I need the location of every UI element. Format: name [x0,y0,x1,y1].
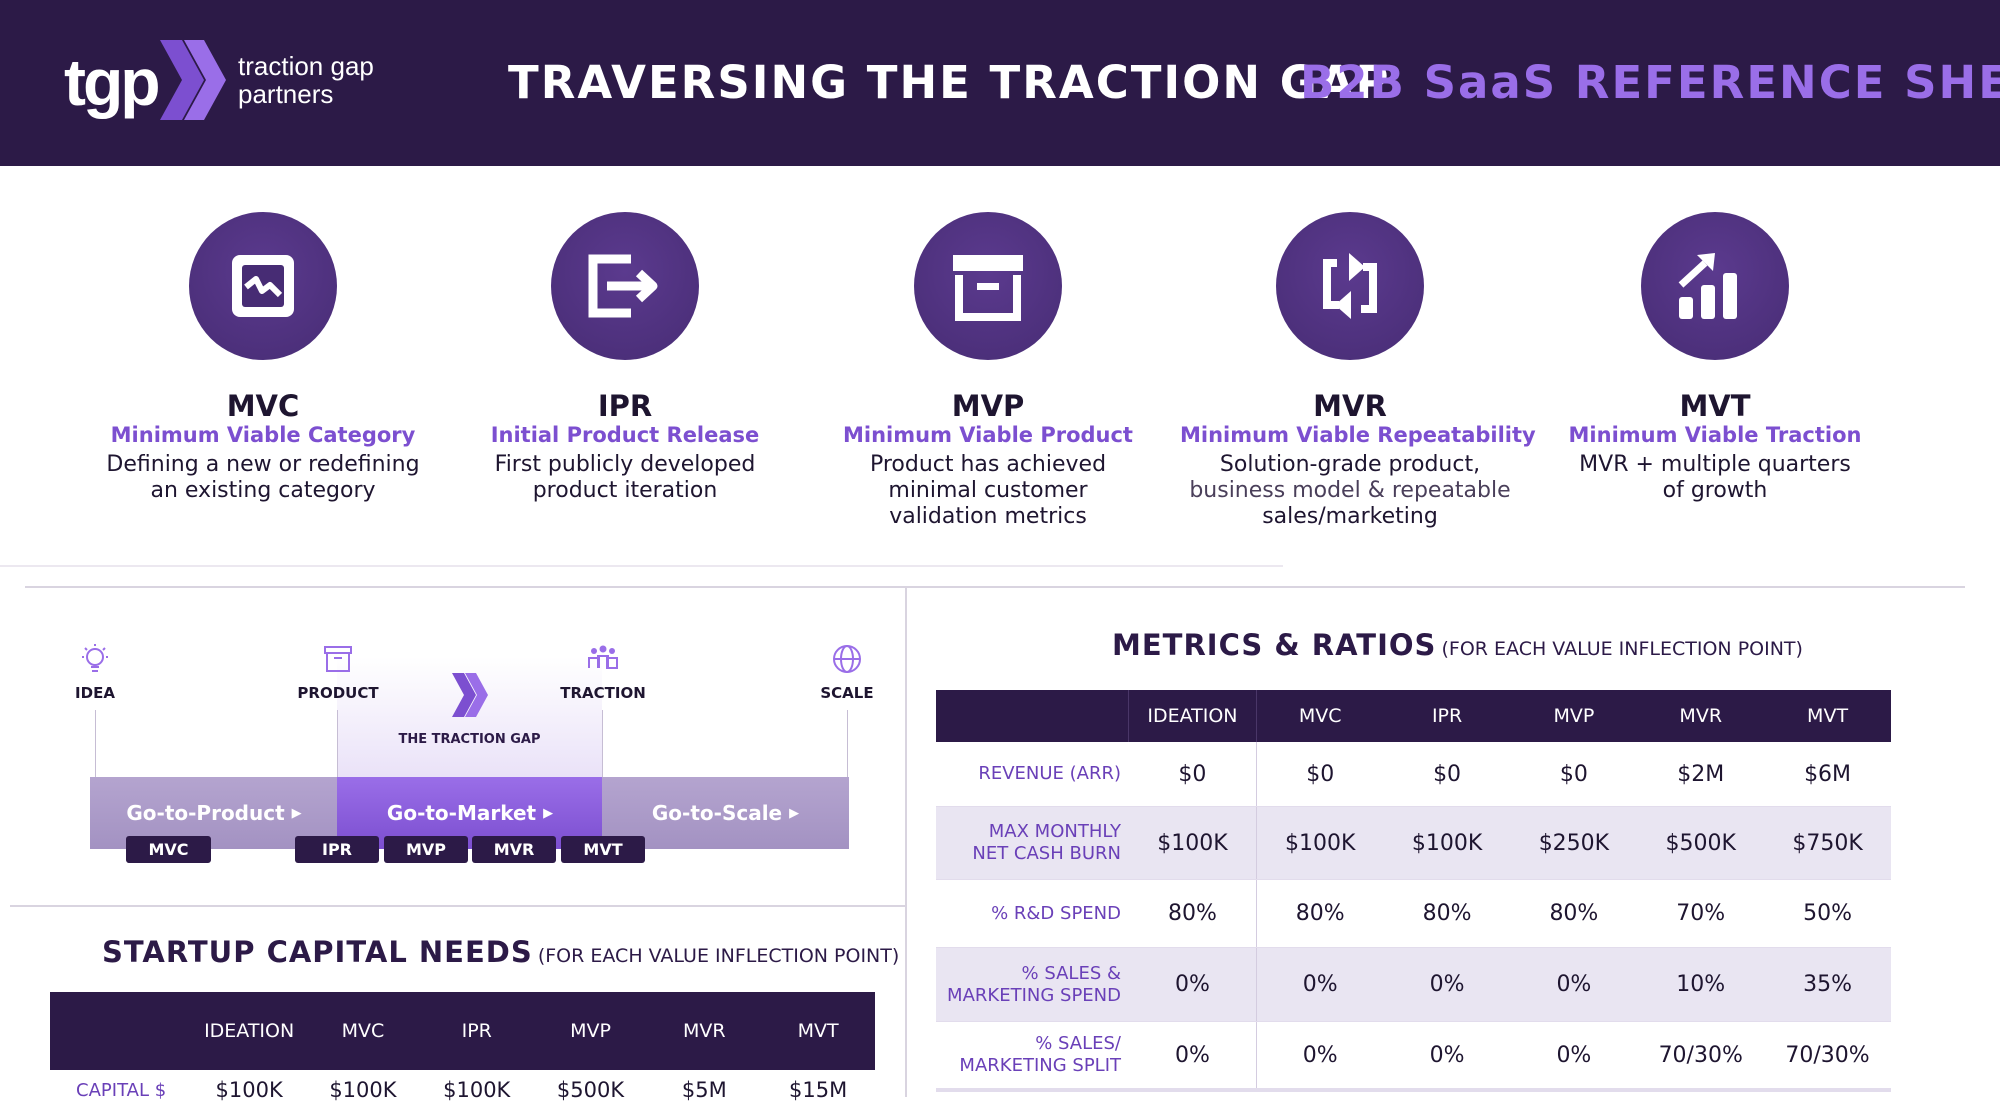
archive-box-icon [324,646,352,672]
milestone-idea: IDEA [40,642,150,702]
metrics-table: IDEATION MVC IPR MVP MVR MVT REVENUE (AR… [936,690,1891,1092]
milestone-product: PRODUCT [283,642,393,702]
stage-ipr: IPR Initial Product Release First public… [455,212,795,504]
stage-mvp: MVP Minimum Viable Product Product has a… [818,212,1158,530]
tgp-chevron-icon [452,673,488,717]
play-arrow-icon: ▶ [291,805,302,821]
divider [905,588,907,1097]
stage-abbr: MVT [1679,389,1751,423]
stage-mvr: MVR Minimum Viable Repeatability Solutio… [1180,212,1536,530]
table-row: % SALES/MARKETING SPLIT 0% 0% 0% 0% 70/3… [936,1022,1891,1092]
people-group-icon [588,645,618,669]
stage-full-name: Initial Product Release [490,423,760,447]
globe-icon [833,645,861,673]
pill-mvc: MVC [126,836,211,863]
table-row: MAX MONTHLY NET CASH BURN $100K $100K $10… [936,807,1891,880]
stage-full-name: Minimum Viable Traction [1568,423,1862,447]
play-arrow-icon: ▶ [543,805,554,821]
table-row: CAPITAL $ $100K $100K $100K $500K $5M $1… [76,1078,848,1102]
table-header: IDEATION MVC IPR MVP MVR MVT [50,992,875,1070]
stage-abbr: MVR [1313,389,1387,423]
table-header: IDEATION MVC IPR MVP MVR MVT [936,690,1891,742]
stage-description: MVR + multiple quarters of growth [1579,452,1851,503]
stage-icon-circle [189,212,337,360]
lightbulb-icon [82,644,108,672]
capital-heading: STARTUP CAPITAL NEEDS (FOR EACH VALUE IN… [102,935,900,969]
divider [10,905,905,907]
release-icon [588,254,658,318]
stage-description: Solution-grade product, business model & … [1189,452,1511,529]
stage-icon-circle [914,212,1062,360]
logo-mark: tgp [64,45,161,119]
stage-full-name: Minimum Viable Repeatability [1180,423,1536,447]
pill-ipr: IPR [295,836,379,863]
logo-name: traction gap partners [238,51,374,109]
table-row: % SALES & MARKETING SPEND 0% 0% 0% 0% 10%… [936,948,1891,1022]
page-subtitle: B2B SaaS REFERENCE SHEET [1300,56,2000,109]
stage-mvt: MVT Minimum Viable Traction MVR + multip… [1545,212,1885,504]
gap-label: THE TRACTION GAP [398,732,541,747]
phase-go-to-market: Go-to-Market ▶ [337,777,603,849]
milestone-traction: TRACTION [548,642,658,702]
stage-description: Product has achieved minimal customer vali… [869,452,1107,529]
pill-mvp: MVP [384,836,468,863]
category-icon [232,255,294,317]
stage-description: Defining a new or redefining an existing … [106,452,420,503]
page-title: TRAVERSING THE TRACTION GAP [508,56,1391,109]
stage-icon-circle [1641,212,1789,360]
header-banner: tgp traction gap partners TRAVERSING THE… [0,0,2000,166]
logo-chevron-icon [160,40,226,120]
divider [25,586,1965,588]
table-row: REVENUE (ARR) $0 $0 $0 $0 $2M $6M [936,742,1891,807]
stage-icon-circle [1276,212,1424,360]
pill-mvr: MVR [472,836,556,863]
stage-abbr: IPR [597,389,653,423]
play-arrow-icon: ▶ [789,805,800,821]
stage-abbr: MVP [951,389,1025,423]
stage-description: First publicly developed product iteratio… [494,452,756,503]
divider [0,565,1283,567]
capital-table: IDEATION MVC IPR MVP MVR MVT CAPITAL $ $… [50,992,875,1110]
milestone-scale: SCALE [792,642,902,702]
stage-icon-circle [551,212,699,360]
table-row: % R&D SPEND 80% 80% 80% 80% 70% 50% [936,880,1891,948]
stage-full-name: Minimum Viable Product [843,423,1133,447]
stage-full-name: Minimum Viable Category [110,423,416,447]
repeat-icon [1323,253,1377,319]
pill-mvt: MVT [561,836,645,863]
archive-box-icon [953,255,1023,321]
metrics-heading: METRICS & RATIOS (FOR EACH VALUE INFLECT… [1112,628,1803,662]
stage-mvc: MVC Minimum Viable Category Defining a n… [93,212,433,504]
growth-chart-icon [1678,253,1737,319]
stage-abbr: MVC [226,389,300,423]
